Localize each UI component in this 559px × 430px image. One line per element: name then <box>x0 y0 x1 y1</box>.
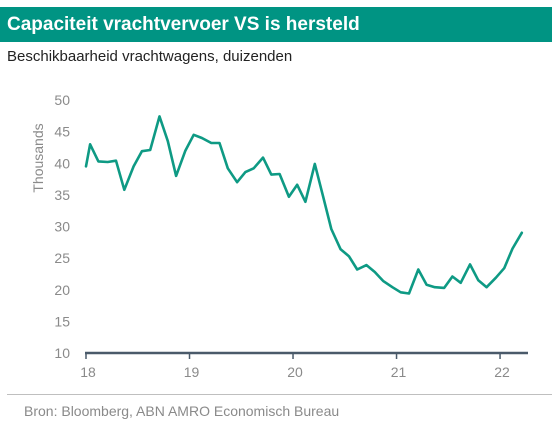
line-chart: 10 15 20 25 30 35 40 45 50 18 19 20 21 22 Thousands <box>30 92 528 380</box>
footer-divider <box>7 394 552 395</box>
x-tick-label: 21 <box>391 364 407 380</box>
x-tick-label: 22 <box>494 364 510 380</box>
y-axis-title: Thousands <box>30 123 46 192</box>
y-tick-label: 50 <box>54 92 70 108</box>
page-title: Capaciteit vrachtvervoer VS is hersteld <box>7 13 360 35</box>
x-tick-label: 20 <box>287 364 303 380</box>
y-tick-label: 15 <box>54 313 70 329</box>
y-axis-ticks: 10 15 20 25 30 35 40 45 50 <box>54 92 70 361</box>
y-tick-label: 35 <box>54 187 70 203</box>
chart-subtitle: Beschikbaarheid vrachtwagens, duizenden <box>7 48 293 65</box>
x-tick-label: 19 <box>184 364 200 380</box>
title-bar: Capaciteit vrachtvervoer VS is hersteld <box>0 7 552 42</box>
series-line <box>84 115 524 295</box>
x-axis-ticks: 18 19 20 21 22 <box>80 353 510 380</box>
source-note: Bron: Bloomberg, ABN AMRO Economisch Bur… <box>24 403 340 419</box>
y-tick-label: 10 <box>54 345 70 361</box>
y-tick-label: 20 <box>54 282 70 298</box>
y-tick-label: 30 <box>54 219 70 235</box>
y-tick-label: 40 <box>54 155 70 171</box>
x-tick-label: 18 <box>80 364 96 380</box>
y-tick-label: 25 <box>54 250 70 266</box>
y-tick-label: 45 <box>54 124 70 140</box>
